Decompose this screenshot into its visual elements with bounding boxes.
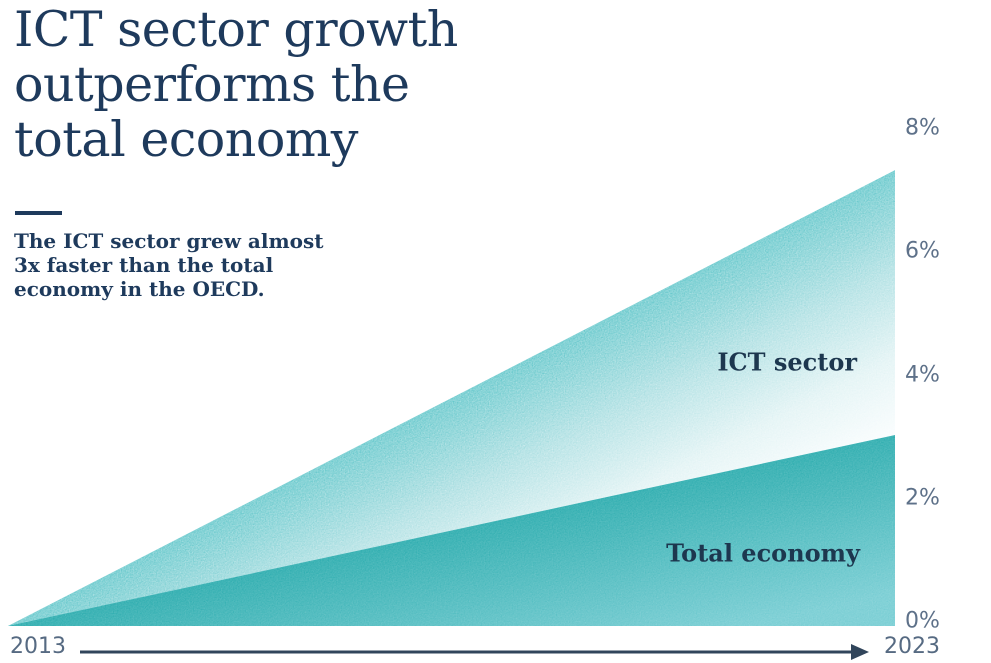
x-axis-start-label: 2013 [10,634,66,659]
accent-dash [15,211,62,215]
page-subtitle: The ICT sector grew almost 3x faster tha… [14,229,324,301]
series-label-ict-sector: ICT sector [717,347,857,377]
y-axis-tick-label: 6% [905,238,940,264]
x-axis-end-label: 2023 [884,634,940,659]
y-axis-tick-label: 0% [905,608,940,634]
series-label-total-economy: Total economy [666,538,860,568]
y-axis-tick-label: 4% [905,362,940,388]
x-axis-arrow-icon [851,644,869,660]
page-title: ICT sector growth outperforms the total … [14,1,458,168]
y-axis-tick-label: 8% [905,115,940,141]
y-axis-tick-label: 2% [905,485,940,511]
